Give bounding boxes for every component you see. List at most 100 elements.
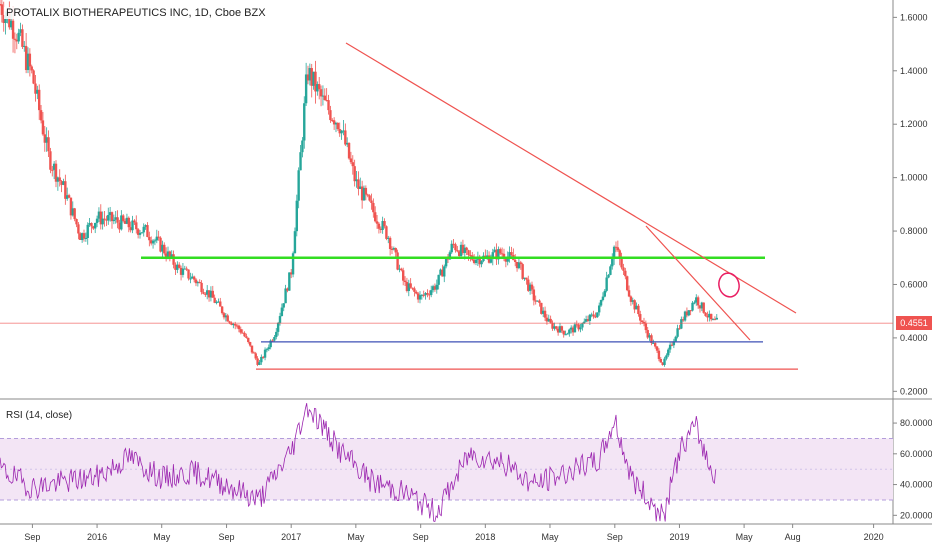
candle-body <box>291 253 295 275</box>
candle-body <box>543 310 547 318</box>
candle-body <box>41 120 45 135</box>
candle-body <box>265 349 269 351</box>
candle-body <box>441 269 444 277</box>
candle-body <box>198 282 201 284</box>
candle-body <box>668 344 672 350</box>
candle-body <box>444 258 448 267</box>
candle-body <box>342 130 345 132</box>
candle-body <box>385 226 388 239</box>
candle-body <box>667 349 670 356</box>
candle-body <box>121 215 125 221</box>
candle-body <box>114 217 117 220</box>
candle-body <box>314 71 317 92</box>
candle-body <box>695 297 698 303</box>
candle-body <box>116 217 119 223</box>
candle-body <box>155 236 158 241</box>
candle-body <box>338 129 341 134</box>
candle-body <box>191 276 194 279</box>
candle-body <box>65 195 69 199</box>
candle-body <box>138 232 142 235</box>
candle-body <box>601 296 605 301</box>
candle-body <box>217 301 220 303</box>
candle-body <box>47 137 50 152</box>
chart-title: PROTALIX BIOTHERAPEUTICS INC, 1D, Cboe B… <box>4 7 268 19</box>
candle-body <box>92 226 95 229</box>
candle-body <box>146 225 149 238</box>
highlight-circle[interactable] <box>716 271 742 299</box>
time-tick-label: Sep <box>413 532 429 542</box>
candle-body <box>163 244 166 254</box>
candle-body <box>411 287 414 289</box>
candle-body <box>267 347 270 350</box>
candle-body <box>204 293 207 295</box>
candle-body <box>541 310 545 314</box>
candle-body <box>583 321 586 324</box>
candle-body <box>359 186 362 189</box>
candle-body <box>415 291 418 294</box>
candle-body <box>148 237 151 241</box>
candle-body <box>457 251 461 257</box>
candle-body <box>555 326 558 329</box>
candle-body <box>381 221 384 230</box>
trendline-long[interactable] <box>345 42 797 314</box>
candle-body <box>273 336 276 341</box>
candle-body <box>631 300 634 302</box>
candle-body <box>364 187 368 195</box>
candle-body <box>71 208 74 216</box>
candle-body <box>564 334 567 336</box>
candle-body <box>39 110 43 121</box>
candle-body <box>517 262 521 269</box>
candle-body <box>179 267 183 275</box>
candle-body <box>700 302 704 309</box>
candle-body <box>2 14 5 23</box>
candle-body <box>19 29 22 33</box>
time-tick-label: 2018 <box>475 532 495 542</box>
candle-body <box>260 356 263 363</box>
candle-body <box>577 324 580 330</box>
candle-body <box>515 261 519 269</box>
candle-body <box>323 95 326 101</box>
candle-body <box>418 295 422 300</box>
candle-body <box>280 307 284 317</box>
candle-body <box>616 247 620 251</box>
candle-body <box>355 179 358 182</box>
candle-body <box>646 330 649 338</box>
candle-body <box>596 312 599 318</box>
candle-body <box>622 267 625 271</box>
candle-body <box>624 270 627 277</box>
candle-body <box>605 277 608 291</box>
candle-body <box>327 100 330 111</box>
candle-body <box>108 212 112 216</box>
candle-body <box>226 315 229 322</box>
candle-body <box>387 237 390 239</box>
candle-body <box>390 248 394 250</box>
candle-body <box>183 268 186 270</box>
candle-body <box>551 322 554 329</box>
candle-body <box>370 200 373 203</box>
candle-body <box>478 257 481 265</box>
candle-body <box>562 330 565 335</box>
candle-body <box>452 243 455 245</box>
candle-body <box>388 237 392 249</box>
time-tick-label: May <box>541 532 559 542</box>
candle-body <box>56 177 60 182</box>
candle-body <box>400 268 403 271</box>
price-tick-label: 0.6000 <box>900 279 928 289</box>
candle-body <box>659 358 662 363</box>
candle-body <box>665 355 668 359</box>
candle-body <box>523 277 526 279</box>
candle-body <box>261 356 265 358</box>
candle-body <box>362 187 366 201</box>
candle-body <box>508 252 511 257</box>
candle-body <box>637 305 640 315</box>
candle-body <box>607 274 610 278</box>
candle-body <box>247 337 250 343</box>
candle-body <box>592 314 595 317</box>
candle-body <box>331 120 334 122</box>
candle-body <box>394 248 397 253</box>
candle-body <box>110 212 114 222</box>
candle-body <box>416 293 420 300</box>
candle-body <box>575 324 578 326</box>
trendline-short[interactable] <box>645 225 751 341</box>
